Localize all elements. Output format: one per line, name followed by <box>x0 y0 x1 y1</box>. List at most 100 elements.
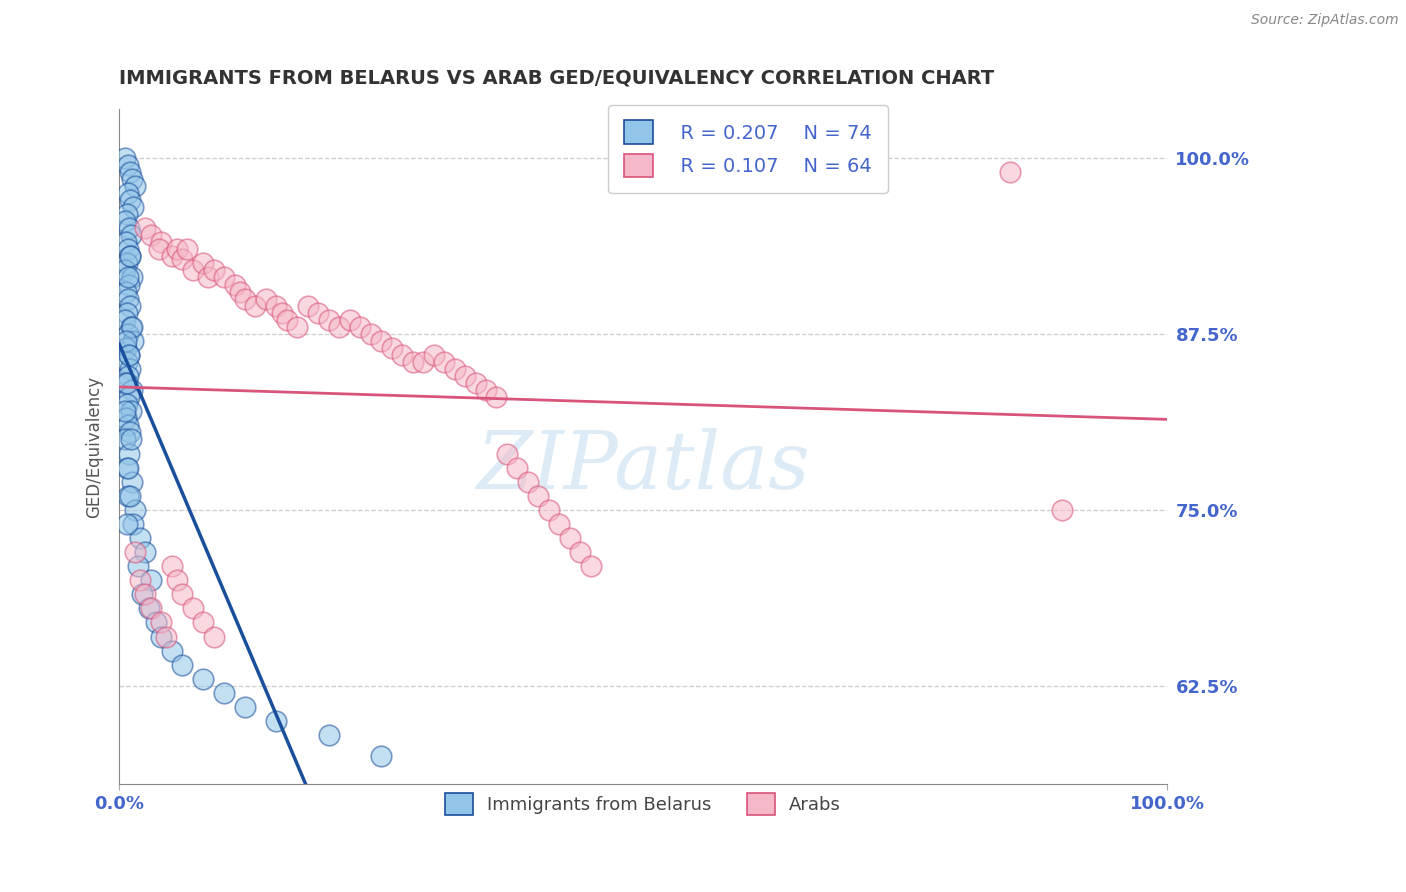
Point <box>181 601 204 615</box>
Text: ZIPatlas: ZIPatlas <box>477 428 810 506</box>
Point <box>412 355 434 369</box>
Point <box>181 263 204 277</box>
Point <box>115 355 138 369</box>
Point <box>155 630 177 644</box>
Point <box>191 615 214 630</box>
Point <box>150 235 173 250</box>
Point <box>370 334 392 348</box>
Point <box>138 601 160 615</box>
Point <box>115 397 138 411</box>
Point <box>145 615 167 630</box>
Point <box>172 252 194 267</box>
Point <box>150 615 173 630</box>
Point <box>117 369 139 384</box>
Point <box>121 475 143 489</box>
Point <box>166 243 188 257</box>
Point <box>172 587 194 601</box>
Point <box>202 263 225 277</box>
Point <box>121 319 143 334</box>
Point <box>506 460 529 475</box>
Point <box>245 299 267 313</box>
Point <box>115 306 138 320</box>
Point <box>114 312 136 326</box>
Point <box>114 285 136 299</box>
Point <box>233 292 256 306</box>
Point <box>443 362 465 376</box>
Point <box>360 326 382 341</box>
Point <box>328 319 350 334</box>
Text: IMMIGRANTS FROM BELARUS VS ARAB GED/EQUIVALENCY CORRELATION CHART: IMMIGRANTS FROM BELARUS VS ARAB GED/EQUI… <box>120 69 994 87</box>
Point <box>464 376 486 390</box>
Point <box>117 418 139 433</box>
Point <box>118 249 141 263</box>
Point <box>176 243 198 257</box>
Point <box>134 545 156 559</box>
Point <box>118 425 141 440</box>
Point <box>172 657 194 672</box>
Point <box>998 165 1021 179</box>
Point <box>381 341 404 355</box>
Point <box>454 369 477 384</box>
Point <box>118 348 141 362</box>
Point <box>266 714 288 728</box>
Point <box>569 545 592 559</box>
Point <box>129 574 152 588</box>
Point <box>118 362 141 376</box>
Point <box>122 516 145 531</box>
Point <box>118 390 141 404</box>
Point <box>114 214 136 228</box>
Point <box>148 243 170 257</box>
Point <box>117 158 139 172</box>
Point <box>114 341 136 355</box>
Point <box>212 686 235 700</box>
Point <box>118 193 141 207</box>
Point <box>370 749 392 764</box>
Point <box>121 383 143 397</box>
Point <box>401 355 423 369</box>
Point <box>548 516 571 531</box>
Point <box>233 700 256 714</box>
Point <box>191 672 214 686</box>
Point <box>127 559 149 574</box>
Point <box>270 306 292 320</box>
Point <box>120 228 142 243</box>
Point <box>118 299 141 313</box>
Point <box>307 306 329 320</box>
Point <box>114 151 136 165</box>
Point <box>485 390 508 404</box>
Point <box>254 292 277 306</box>
Point <box>139 601 162 615</box>
Point <box>197 270 219 285</box>
Point <box>1052 503 1074 517</box>
Point <box>118 249 141 263</box>
Point <box>117 243 139 257</box>
Point <box>516 475 538 489</box>
Point <box>114 433 136 447</box>
Point <box>124 178 146 193</box>
Point <box>339 312 361 326</box>
Point <box>121 270 143 285</box>
Point <box>115 376 138 390</box>
Point <box>229 285 252 299</box>
Point <box>224 277 246 292</box>
Point <box>150 630 173 644</box>
Point <box>122 200 145 214</box>
Point <box>134 587 156 601</box>
Point <box>115 256 138 270</box>
Point <box>114 334 136 348</box>
Point <box>166 574 188 588</box>
Point <box>118 489 141 503</box>
Y-axis label: GED/Equivalency: GED/Equivalency <box>86 376 103 517</box>
Point <box>120 433 142 447</box>
Point <box>115 516 138 531</box>
Point <box>115 207 138 221</box>
Point <box>160 559 183 574</box>
Point <box>134 221 156 235</box>
Point <box>475 383 498 397</box>
Point <box>124 503 146 517</box>
Point <box>118 446 141 460</box>
Point <box>527 489 550 503</box>
Point <box>124 545 146 559</box>
Point <box>422 348 444 362</box>
Point <box>118 348 141 362</box>
